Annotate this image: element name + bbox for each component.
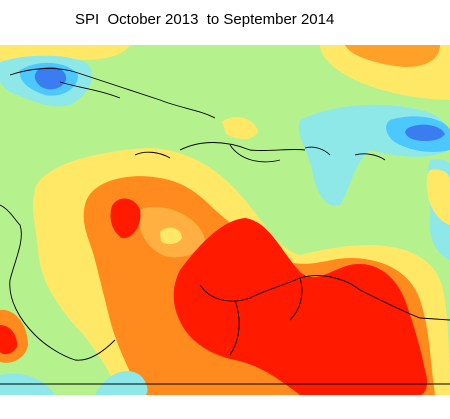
blue-zone — [34, 66, 67, 90]
cyan-zone — [95, 371, 148, 395]
blue-zone — [405, 124, 445, 142]
map-title: SPI October 2013 to September 2014 — [75, 11, 334, 28]
red-zone — [0, 325, 18, 355]
orange-zone — [345, 45, 440, 68]
yellow-zone — [160, 227, 182, 245]
yellow-zone — [222, 117, 258, 139]
coastlines — [0, 68, 450, 385]
red-zone — [173, 218, 428, 395]
red-zone — [110, 198, 141, 239]
spi-map — [0, 45, 450, 395]
yellow-zone — [426, 169, 450, 225]
